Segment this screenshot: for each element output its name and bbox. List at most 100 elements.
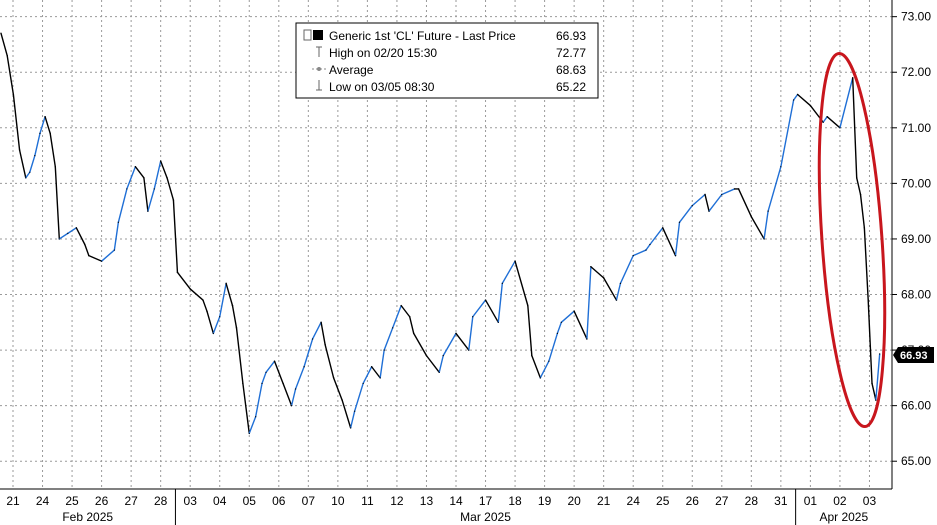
price-segment xyxy=(548,332,559,362)
price-point xyxy=(852,77,854,79)
price-point xyxy=(160,160,162,162)
price-point xyxy=(273,360,276,362)
x-tick-label: 06 xyxy=(272,494,286,508)
price-point xyxy=(867,299,869,301)
price-segment xyxy=(573,310,588,340)
price-point xyxy=(603,277,605,279)
price-point xyxy=(767,210,769,212)
price-point xyxy=(442,355,444,357)
price-segment xyxy=(391,304,402,329)
price-segment xyxy=(590,266,605,279)
price-segment xyxy=(54,166,60,240)
price-segment xyxy=(678,204,693,223)
price-segment xyxy=(501,260,516,285)
price-segment xyxy=(172,199,179,273)
price-point xyxy=(763,238,765,240)
legend-high-label: High on 02/20 15:30 xyxy=(329,46,437,60)
price-segment xyxy=(265,360,276,374)
price-point xyxy=(527,305,529,307)
price-segment xyxy=(737,188,753,218)
price-point xyxy=(871,382,873,385)
price-point xyxy=(400,305,402,307)
price-point xyxy=(472,316,474,318)
price-segment xyxy=(113,221,120,251)
price-point xyxy=(265,371,267,373)
price-point xyxy=(649,243,651,246)
price-point xyxy=(573,310,575,312)
price-point xyxy=(438,371,440,373)
price-segment xyxy=(763,210,769,240)
price-segment xyxy=(282,382,293,407)
price-point xyxy=(84,243,86,246)
legend-series-value: 66.93 xyxy=(556,29,586,43)
x-tick-label: 02 xyxy=(833,494,847,508)
price-point xyxy=(113,249,115,251)
price-point xyxy=(362,382,364,385)
price-segment xyxy=(320,321,326,346)
legend-average-label: Average xyxy=(329,63,374,77)
price-segment xyxy=(206,310,215,335)
price-segment xyxy=(649,227,664,246)
x-tick-label: 04 xyxy=(213,494,227,508)
x-tick-label: 03 xyxy=(863,494,877,508)
average-marker-icon xyxy=(312,67,326,71)
price-segment xyxy=(413,332,428,357)
price-segment xyxy=(176,271,191,290)
price-point xyxy=(219,316,221,318)
y-tick-label: 68.00 xyxy=(901,288,931,302)
price-segment xyxy=(852,77,858,179)
x-tick-label: 28 xyxy=(745,494,759,508)
x-tick-label: 31 xyxy=(774,494,788,508)
x-tick-label: 20 xyxy=(567,494,581,508)
price-point xyxy=(413,332,415,335)
legend-high-value: 72.77 xyxy=(556,46,586,60)
price-point xyxy=(212,332,214,335)
price-point xyxy=(797,93,799,96)
month-label: Feb 2025 xyxy=(62,510,113,524)
price-segment xyxy=(539,360,550,379)
price-segment xyxy=(796,93,812,107)
x-tick-label: 12 xyxy=(390,494,404,508)
price-segment xyxy=(18,149,27,179)
price-segment xyxy=(856,177,862,196)
price-segment xyxy=(294,366,305,390)
price-segment xyxy=(261,371,267,385)
price-point xyxy=(18,149,21,151)
price-segment xyxy=(468,316,474,351)
price-segment xyxy=(484,299,499,323)
price-segment xyxy=(400,304,411,318)
price-segment xyxy=(303,338,314,368)
x-tick-label: 03 xyxy=(184,494,198,508)
price-segment xyxy=(29,154,36,173)
price-point xyxy=(531,355,533,357)
price-segment xyxy=(273,360,284,385)
price-point xyxy=(497,321,499,323)
price-point xyxy=(721,193,723,196)
price-segment xyxy=(615,282,622,301)
price-segment xyxy=(166,177,175,201)
price-point xyxy=(826,116,828,118)
y-tick-label: 69.00 xyxy=(901,232,931,246)
price-segment xyxy=(792,93,799,101)
y-tick-label: 65.00 xyxy=(901,454,931,468)
y-tick-label: 71.00 xyxy=(901,121,931,135)
price-segment xyxy=(147,188,155,212)
price-segment xyxy=(875,353,881,401)
x-tick-label: 28 xyxy=(154,494,168,508)
price-point xyxy=(678,221,681,223)
price-segment xyxy=(12,93,21,151)
price-point xyxy=(750,216,752,218)
price-point xyxy=(225,282,227,284)
price-point xyxy=(615,299,618,301)
price-segment xyxy=(202,299,208,312)
price-point xyxy=(425,355,428,357)
x-tick-label: 25 xyxy=(656,494,670,508)
price-segment xyxy=(39,115,46,135)
price-point xyxy=(147,210,149,212)
price-segment xyxy=(341,399,352,429)
price-point xyxy=(25,177,27,179)
price-point xyxy=(44,116,46,118)
price-point xyxy=(793,99,795,101)
price-segment xyxy=(44,115,51,135)
price-segment xyxy=(691,193,706,207)
